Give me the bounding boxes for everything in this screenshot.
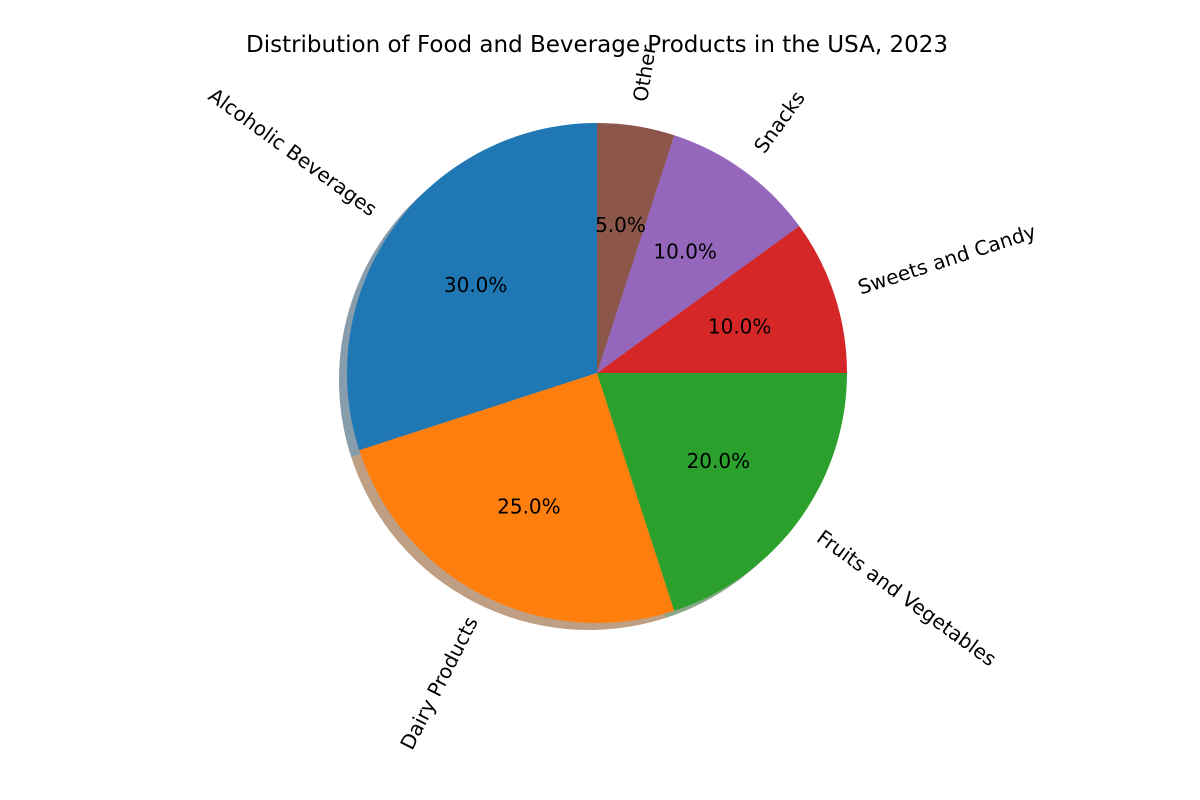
percent-label-alcoholic-beverages: 30.0% [444, 273, 508, 297]
percent-label-sweets-and-candy: 10.0% [708, 315, 772, 339]
category-label-snacks: Snacks [749, 86, 810, 157]
percent-label-fruits-and-vegetables: 20.0% [687, 449, 751, 473]
slice-dairy-products [359, 373, 675, 623]
chart-title: Distribution of Food and Beverage Produc… [246, 32, 948, 58]
category-label-dairy-products: Dairy Products [395, 613, 483, 754]
percent-label-other: 5.0% [595, 213, 646, 237]
slice-alcoholic-beverages [347, 123, 597, 451]
slice-snacks [597, 135, 800, 373]
percent-label-snacks: 10.0% [653, 240, 717, 264]
slice-other [597, 123, 675, 373]
slice-sweets-and-candy [597, 226, 847, 373]
percent-labels: 30.0% 25.0% 20.0% 10.0% 10.0% 5.0% [444, 213, 772, 519]
category-label-fruits-and-vegetables: Fruits and Vegetables [812, 525, 1001, 671]
category-label-alcoholic-beverages: Alcoholic Beverages [204, 83, 381, 221]
pie-slices [347, 123, 847, 623]
slice-fruits-and-vegetables [597, 373, 847, 611]
category-label-sweets-and-candy: Sweets and Candy [855, 219, 1039, 299]
percent-label-dairy-products: 25.0% [497, 495, 561, 519]
